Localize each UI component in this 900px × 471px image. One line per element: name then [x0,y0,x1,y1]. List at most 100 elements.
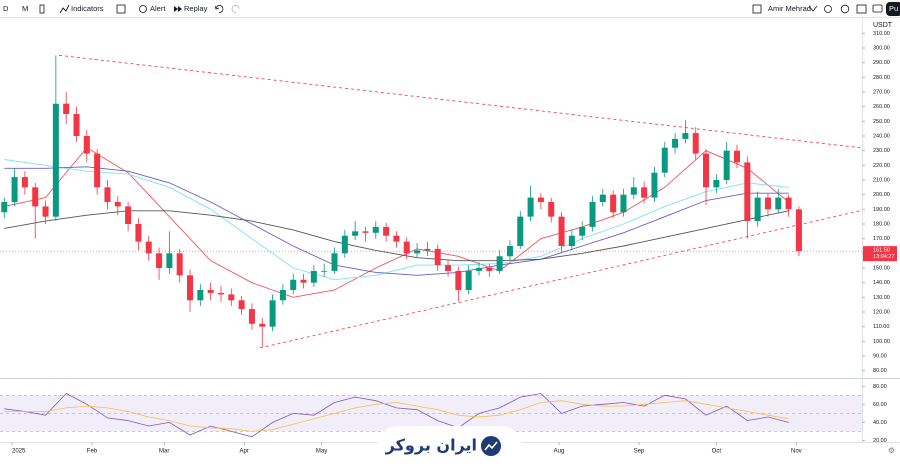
candle-body [434,248,441,266]
replay-button[interactable]: Replay [184,4,208,13]
y-tick-label: 310.00 [873,31,890,37]
x-tick-label: Feb [87,449,98,455]
replay-icon[interactable] [174,6,182,12]
candle-body [145,241,152,254]
y-tick-label: 220.00 [873,163,890,169]
candle-body [290,279,297,291]
x-tick-label: Nov [791,449,802,455]
publish-button-bg[interactable] [886,2,900,16]
settings-gear[interactable]: ⚙ [888,446,895,455]
candle-body [486,268,493,271]
candle-body [310,270,317,283]
y-tick-label: 130.00 [873,295,890,301]
y-tick-label: 270.00 [873,89,890,95]
settings-icon[interactable] [840,4,850,14]
candle-body [795,209,802,252]
candle-body [372,226,379,233]
trendline [58,54,861,149]
price-pane [0,54,862,349]
logo-arrow [484,441,498,451]
fullscreen-icon[interactable] [856,4,867,14]
candle-body [764,197,771,210]
rsi-line [4,393,789,438]
moving-average [4,159,789,281]
rsi-band [0,395,862,432]
x-tick-label: May [316,449,327,455]
countdown: 13:04:27 [873,254,894,260]
candle-body [52,103,59,217]
publish-button[interactable]: Pu [889,4,898,13]
y-tick-label: 240.00 [873,133,890,139]
rsi-pane [0,393,862,438]
axes: 80.00 90.00 100.00 110.00 120.00 130.00 140.00… [11,31,897,455]
candle-body [238,300,245,310]
candle-body [537,197,544,202]
logo: ایران بروکر [378,426,522,466]
candle-body [1,202,8,213]
candle-body [259,323,266,327]
alert-button[interactable]: Alert [150,4,166,13]
x-tick-label: Mar [159,449,169,455]
moving-average [4,147,789,298]
rsi-y-tick-label: 80.00 [873,384,887,390]
x-tick-label: Apr [240,449,249,455]
candle-body [496,256,503,271]
indicators-icon[interactable] [59,4,70,14]
candle-body [207,290,214,293]
search-icon[interactable] [824,5,832,13]
undo-icon[interactable] [214,5,224,13]
candle-body [692,133,699,154]
rsi-y-tick-label: 40.00 [873,420,887,426]
candle-body [114,202,121,207]
candle-body [279,290,286,301]
y-tick-label: 210.00 [873,177,890,183]
interval[interactable]: D [3,4,9,13]
candle-body [331,253,338,271]
y-tick-label: 200.00 [873,192,890,198]
candle-body [620,194,627,213]
candle-body [21,177,28,188]
candle-body [393,235,400,242]
candle-body [352,231,359,236]
candle-body [475,268,482,271]
candle-body [217,292,224,295]
candle-body [661,147,668,173]
y-tick-label: 280.00 [873,75,890,81]
candle-body [135,224,142,242]
alert-icon[interactable] [139,5,147,13]
chart-style[interactable]: M [22,4,28,13]
layout-icon[interactable] [752,4,762,14]
indicators-button[interactable]: Indicators [71,4,104,13]
currency-label: USDT [873,22,893,29]
candle-body [548,202,555,217]
candle-body [156,253,163,269]
y-tick-label: 260.00 [873,104,890,110]
candle-body [651,172,658,198]
last-price-tag [863,246,897,262]
x-tick-label: 2025 [12,449,26,455]
y-tick-label: 180.00 [873,221,890,227]
y-tick-label: 150.00 [873,265,890,271]
candle-body [785,197,792,210]
candle-body [248,309,255,324]
layouts-icon[interactable] [116,4,126,14]
y-tick-label: 190.00 [873,207,890,213]
candle-body [197,290,204,301]
candle-body [166,253,173,269]
y-tick-label: 90.00 [873,353,887,359]
candle-body [228,294,235,301]
candle-body [42,206,49,217]
candle-body [403,241,410,254]
snapshot-icon[interactable] [872,4,883,13]
user-name[interactable]: Amir Mehrad [768,4,811,13]
x-tick-label: Sep [634,449,645,455]
y-tick-label: 230.00 [873,148,890,154]
candle-body [723,150,730,180]
candle-body [775,197,782,210]
last-price-label: 161.50 [873,248,890,254]
trendline [259,210,861,349]
redo-icon[interactable] [231,5,240,13]
dropdown-icon[interactable] [808,5,818,12]
candle-icon[interactable] [39,4,45,14]
